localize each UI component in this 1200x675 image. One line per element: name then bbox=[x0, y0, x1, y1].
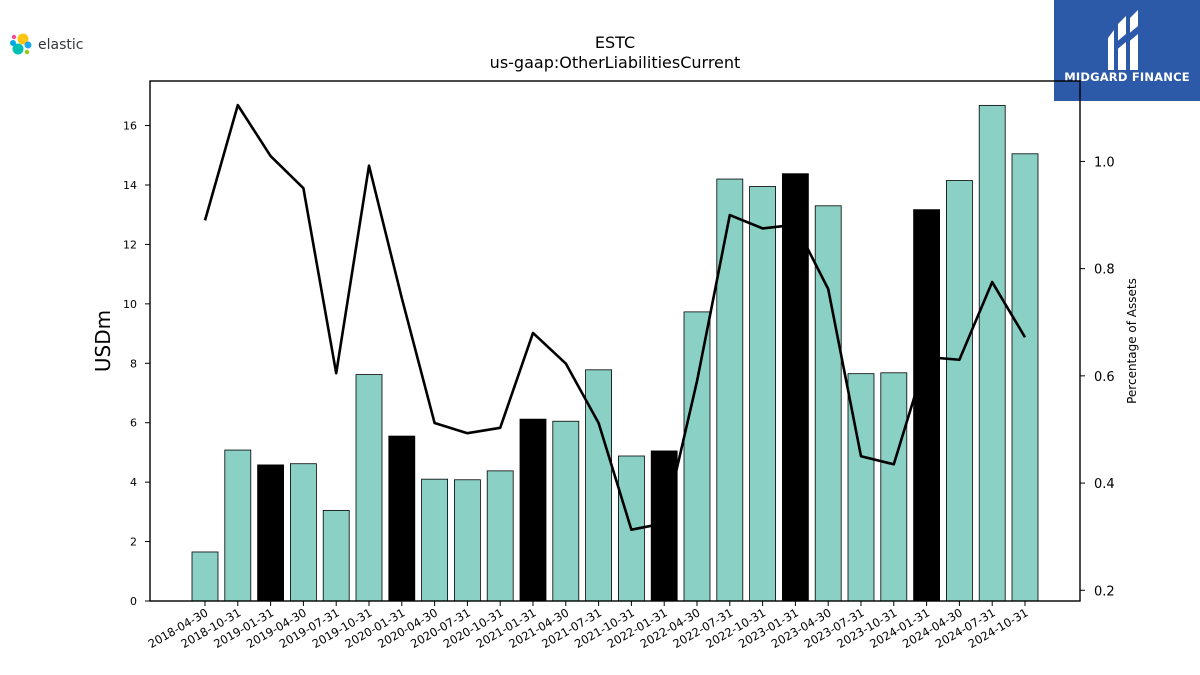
elastic-logo-icon bbox=[10, 33, 32, 55]
chart-subtitle: us-gaap:OtherLiabilitiesCurrent bbox=[489, 53, 741, 72]
bar bbox=[1011, 153, 1039, 602]
percentage-line bbox=[203, 103, 1027, 532]
chart-title: ESTC bbox=[594, 33, 636, 52]
bar bbox=[650, 450, 678, 602]
elastic-logo-text: elastic bbox=[38, 37, 84, 53]
y-tick-label: 16 bbox=[123, 120, 137, 133]
bar bbox=[946, 180, 973, 602]
plot-frame bbox=[149, 80, 1081, 602]
bar bbox=[388, 435, 416, 602]
y-axis-label: USDm bbox=[91, 310, 115, 372]
y-tick-label: 2 bbox=[130, 536, 137, 549]
bar bbox=[814, 205, 842, 602]
bar bbox=[913, 209, 940, 602]
bar bbox=[683, 311, 711, 602]
bar bbox=[289, 463, 317, 602]
bar bbox=[716, 178, 744, 602]
bar bbox=[191, 551, 219, 602]
bar bbox=[519, 418, 547, 602]
bar bbox=[978, 104, 1006, 602]
y-tick-label: 4 bbox=[130, 476, 137, 489]
bar bbox=[749, 186, 776, 602]
bar bbox=[257, 464, 285, 602]
bar bbox=[421, 478, 449, 602]
y2-tick-label: 0.6 bbox=[1094, 370, 1115, 385]
bar bbox=[782, 173, 809, 602]
bar bbox=[552, 420, 580, 602]
bar bbox=[486, 470, 514, 602]
midgard-finance-logo: MIDGARD FINANCE bbox=[1054, 0, 1200, 101]
bar bbox=[453, 479, 481, 602]
midgard-logo-icon bbox=[1108, 10, 1138, 70]
y-tick-label: 6 bbox=[130, 417, 137, 430]
bar bbox=[880, 372, 908, 602]
y2-tick-label: 0.4 bbox=[1094, 477, 1115, 492]
y-tick-label: 0 bbox=[130, 595, 137, 608]
midgard-logo-text: MIDGARD FINANCE bbox=[1064, 70, 1190, 84]
y-tick-label: 12 bbox=[123, 238, 137, 251]
bar bbox=[322, 509, 350, 602]
bar bbox=[355, 374, 383, 602]
elastic-logo: elastic bbox=[8, 32, 83, 58]
y2-tick-label: 1.0 bbox=[1094, 155, 1115, 170]
y2-tick-label: 0.8 bbox=[1094, 263, 1115, 278]
y-tick-label: 8 bbox=[130, 357, 137, 370]
y2-tick-label: 0.2 bbox=[1094, 584, 1115, 599]
y2-axis-label: Percentage of Assets bbox=[1125, 278, 1139, 404]
y-tick-label: 14 bbox=[123, 179, 137, 192]
bar bbox=[224, 449, 252, 602]
y-tick-label: 10 bbox=[123, 298, 137, 311]
